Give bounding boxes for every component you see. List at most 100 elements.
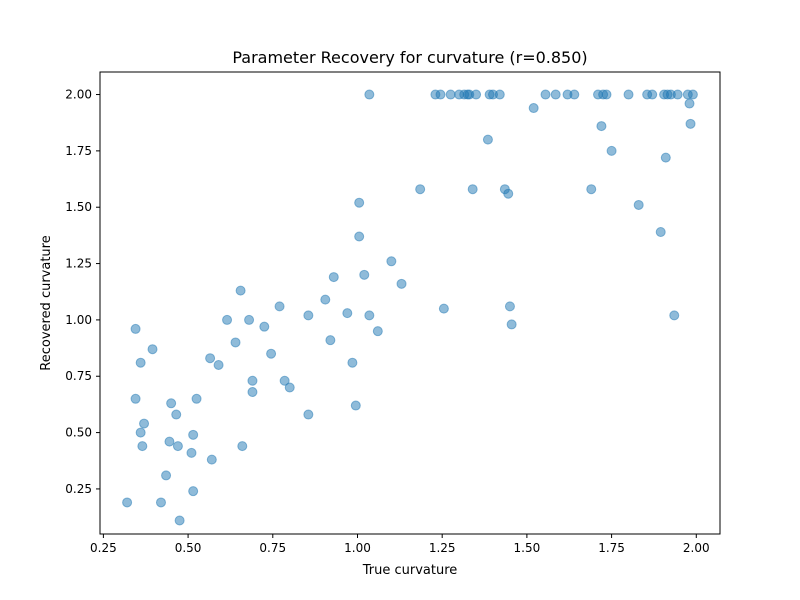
data-point xyxy=(186,447,197,458)
data-point xyxy=(687,89,698,100)
data-point xyxy=(244,314,255,325)
y-axis-label: Recovered curvature xyxy=(39,235,54,370)
data-point xyxy=(247,387,258,398)
x-axis: 0.25 0.50 0.75 1.00 1.25 1.50 1.75 2.00 xyxy=(90,534,710,555)
data-point xyxy=(364,89,375,100)
x-axis-label: True curvature xyxy=(362,563,458,578)
data-point xyxy=(350,400,361,411)
data-point xyxy=(504,301,515,312)
data-point xyxy=(174,515,185,526)
data-point xyxy=(325,335,336,346)
data-point xyxy=(506,319,517,330)
data-point xyxy=(438,303,449,314)
x-tick-label: 1.75 xyxy=(598,541,625,555)
data-point xyxy=(171,409,182,420)
y-tick-label: 0.50 xyxy=(65,426,92,440)
data-point xyxy=(155,497,166,508)
points-layer xyxy=(122,89,698,526)
y-tick-label: 1.75 xyxy=(65,144,92,158)
data-point xyxy=(166,398,177,409)
data-point xyxy=(660,152,671,163)
y-tick-label: 0.75 xyxy=(65,369,92,383)
data-point xyxy=(467,184,478,195)
data-point xyxy=(230,337,241,348)
data-point xyxy=(633,199,644,210)
data-point xyxy=(601,89,612,100)
data-point xyxy=(669,310,680,321)
data-point xyxy=(528,103,539,114)
x-tick-label: 0.25 xyxy=(90,541,117,555)
data-point xyxy=(259,321,270,332)
data-point xyxy=(222,314,233,325)
data-point xyxy=(503,188,514,199)
y-tick-label: 2.00 xyxy=(65,88,92,102)
data-point xyxy=(359,269,370,280)
data-point xyxy=(415,184,426,195)
data-point xyxy=(586,184,597,195)
data-point xyxy=(320,294,331,305)
data-point xyxy=(435,89,446,100)
data-point xyxy=(164,436,175,447)
data-point xyxy=(206,454,217,465)
data-point xyxy=(672,89,683,100)
chart-title: Parameter Recovery for curvature (r=0.85… xyxy=(232,48,587,67)
data-point xyxy=(364,310,375,321)
plot-frame xyxy=(99,71,721,535)
data-point xyxy=(372,326,383,337)
data-point xyxy=(347,357,358,368)
data-point xyxy=(445,89,456,100)
x-tick-label: 1.00 xyxy=(344,541,371,555)
data-point xyxy=(135,357,146,368)
data-point xyxy=(139,418,150,429)
data-point xyxy=(396,278,407,289)
data-point xyxy=(606,145,617,156)
data-point xyxy=(237,441,248,452)
data-point xyxy=(471,89,482,100)
data-point xyxy=(122,497,133,508)
data-point xyxy=(354,231,365,242)
data-point xyxy=(596,121,607,132)
data-point xyxy=(494,89,505,100)
data-point xyxy=(328,272,339,283)
data-point xyxy=(284,382,295,393)
data-point xyxy=(342,308,353,319)
data-point xyxy=(205,353,216,364)
data-point xyxy=(147,344,158,355)
data-point xyxy=(266,348,277,359)
y-axis: 0.25 0.50 0.75 1.00 1.25 1.50 1.75 2.00 xyxy=(65,88,100,496)
data-point xyxy=(235,285,246,296)
data-point xyxy=(130,393,141,404)
data-point xyxy=(172,441,183,452)
x-tick-label: 1.25 xyxy=(429,541,456,555)
data-point xyxy=(303,409,314,420)
x-tick-label: 1.50 xyxy=(514,541,541,555)
data-point xyxy=(647,89,658,100)
y-tick-label: 1.00 xyxy=(65,313,92,327)
data-point xyxy=(188,429,199,440)
data-point xyxy=(303,310,314,321)
data-point xyxy=(482,134,493,145)
data-point xyxy=(684,98,695,109)
data-point xyxy=(550,89,561,100)
data-point xyxy=(354,197,365,208)
data-point xyxy=(130,323,141,334)
data-point xyxy=(135,427,146,438)
x-tick-label: 2.00 xyxy=(683,541,710,555)
data-point xyxy=(623,89,634,100)
data-point xyxy=(137,441,148,452)
data-point xyxy=(247,375,258,386)
data-point xyxy=(685,118,696,129)
y-tick-label: 1.25 xyxy=(65,257,92,271)
data-point xyxy=(655,227,666,238)
y-tick-label: 1.50 xyxy=(65,200,92,214)
x-tick-label: 0.50 xyxy=(175,541,202,555)
x-tick-label: 0.75 xyxy=(259,541,286,555)
data-point xyxy=(386,256,397,267)
data-point xyxy=(540,89,551,100)
data-point xyxy=(213,359,224,370)
data-point xyxy=(188,486,199,497)
data-point xyxy=(161,470,172,481)
data-point xyxy=(279,375,290,386)
